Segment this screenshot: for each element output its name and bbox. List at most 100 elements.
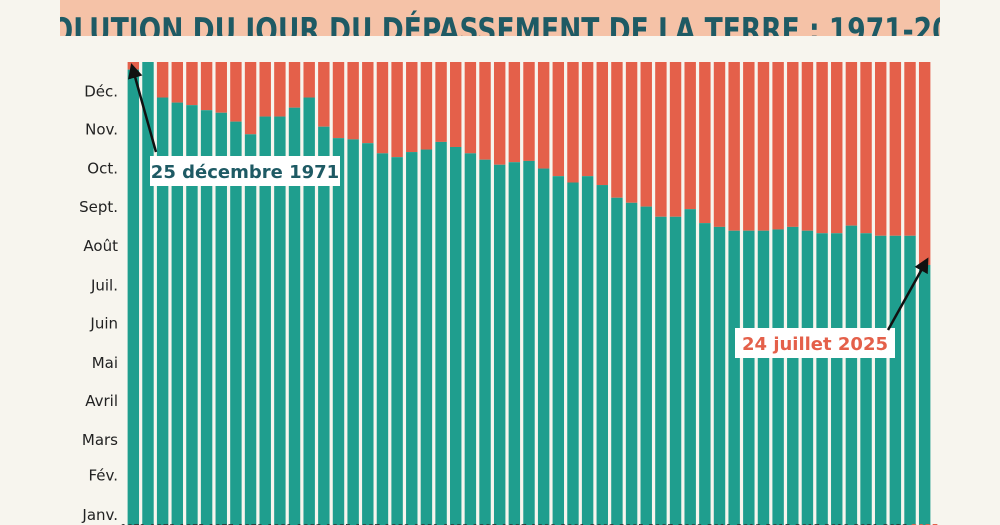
bar-after-overshoot (274, 62, 286, 117)
bar-before-overshoot (655, 216, 667, 525)
bar-before-overshoot (552, 176, 565, 525)
bar-before-overshoot (464, 153, 477, 525)
bar-before-overshoot (142, 62, 154, 525)
bar-before-overshoot (640, 206, 652, 525)
bar-after-overshoot (288, 62, 301, 108)
bar-after-overshoot (567, 62, 579, 183)
bar-before-overshoot (845, 225, 858, 525)
month-label: Janv. (81, 506, 118, 524)
bar-before-overshoot (244, 134, 257, 525)
bar-before-overshoot (156, 97, 169, 525)
month-label: Juin (89, 314, 118, 332)
year-label: 1979 (238, 523, 263, 525)
bar-after-overshoot (596, 62, 608, 186)
bar-before-overshoot (186, 105, 198, 525)
bar-after-overshoot (581, 62, 594, 177)
month-label: Déc. (84, 82, 118, 100)
bar-before-overshoot (787, 226, 799, 525)
bar-before-overshoot (831, 233, 843, 525)
bar-after-overshoot (918, 62, 931, 265)
bar-before-overshoot (508, 162, 521, 525)
year-label: 2011 (707, 523, 732, 525)
bar-before-overshoot (699, 223, 711, 525)
year-label: 2021 (853, 523, 878, 525)
bar-before-overshoot (889, 235, 902, 525)
bar-after-overshoot (420, 62, 433, 150)
bar-before-overshoot (435, 141, 447, 525)
year-label: 1999 (531, 523, 556, 525)
bar-after-overshoot (699, 62, 711, 224)
bar-after-overshoot (772, 62, 784, 230)
bar-before-overshoot (743, 230, 755, 525)
annotation-arrow (128, 63, 158, 153)
bar-before-overshoot (200, 110, 213, 525)
year-label: 2013 (736, 523, 761, 525)
bar-before-overshoot (376, 153, 389, 525)
bar-after-overshoot (508, 62, 521, 163)
bar-after-overshoot (523, 62, 535, 161)
month-label: Avril (85, 392, 118, 410)
chart-title: ÉVOLUTION DU JOUR DU DÉPASSEMENT DE LA T… (60, 11, 940, 36)
bar-before-overshoot (127, 69, 140, 525)
bar-before-overshoot (479, 159, 491, 525)
year-label: 1975 (179, 523, 204, 525)
bar-before-overshoot (713, 226, 726, 525)
bar-after-overshoot (479, 62, 491, 160)
month-label: Juil. (90, 276, 118, 294)
bar-before-overshoot (581, 176, 594, 525)
bar-before-overshoot (596, 185, 608, 525)
bar-after-overshoot (347, 62, 359, 140)
month-label: Mai (92, 354, 118, 372)
year-label: 2007 (648, 523, 673, 525)
year-label: 2015 (765, 523, 790, 525)
bar-after-overshoot (259, 62, 271, 117)
year-label: 2025 (911, 523, 939, 525)
month-label: Mars (82, 431, 118, 449)
bar-before-overshoot (801, 230, 814, 525)
bar-before-overshoot (860, 233, 872, 525)
bar-after-overshoot (332, 62, 345, 139)
year-label: 1983 (296, 523, 321, 525)
bar-after-overshoot (757, 62, 770, 231)
bar-after-overshoot (831, 62, 843, 234)
bar-after-overshoot (552, 62, 565, 177)
bar-after-overshoot (611, 62, 623, 198)
bar-before-overshoot (215, 112, 227, 525)
bar-after-overshoot (655, 62, 667, 217)
bar-after-overshoot (156, 62, 169, 98)
y-axis-labels: Janv. Fév. Mars Avril Mai Juin Juil. Août Sept. O… (79, 82, 118, 524)
bar-after-overshoot (450, 62, 462, 147)
annotation-box (735, 328, 895, 358)
bar-after-overshoot (640, 62, 652, 207)
year-label: 1985 (326, 523, 351, 525)
bar-after-overshoot (625, 62, 638, 203)
year-label: 2009 (677, 523, 702, 525)
bar-before-overshoot (347, 139, 359, 525)
bar-before-overshoot (318, 126, 330, 525)
bar-after-overshoot (537, 62, 550, 169)
bar-before-overshoot (684, 209, 696, 525)
bar-before-overshoot (303, 97, 315, 525)
annotation-label: 24 juillet 2025 (742, 334, 888, 355)
bar-before-overshoot (669, 216, 682, 525)
bar-after-overshoot (904, 62, 916, 236)
bar-before-overshoot (493, 164, 506, 525)
bar-before-overshoot (420, 149, 433, 525)
bar-before-overshoot (259, 116, 271, 525)
bar-before-overshoot (904, 235, 916, 525)
year-label: 1987 (355, 523, 380, 525)
year-label: 1993 (443, 523, 468, 525)
bar-before-overshoot (757, 230, 770, 525)
bar-after-overshoot (669, 62, 682, 217)
month-label: Août (83, 237, 118, 255)
bar-after-overshoot (318, 62, 330, 127)
month-label: Sept. (79, 198, 118, 216)
year-label: 1971 (121, 523, 146, 525)
bar-after-overshoot (743, 62, 755, 231)
bar-before-overshoot (874, 235, 887, 525)
bar-before-overshoot (567, 182, 579, 525)
year-label: 1995 (472, 523, 497, 525)
bar-before-overshoot (171, 102, 184, 525)
bar-before-overshoot (450, 146, 462, 525)
bar-after-overshoot (713, 62, 726, 227)
